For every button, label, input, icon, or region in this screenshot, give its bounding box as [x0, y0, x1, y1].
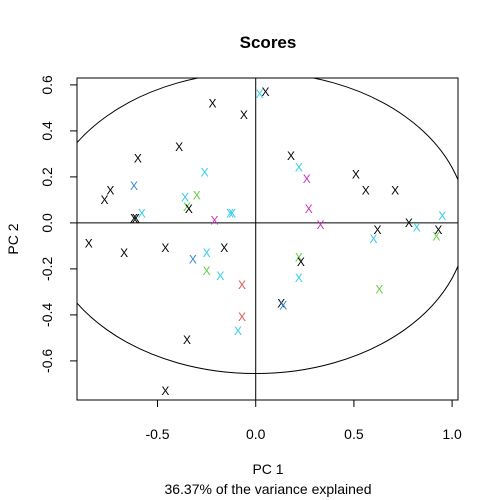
data-point: X	[238, 310, 246, 324]
plot-frame	[77, 78, 458, 400]
data-point: X	[317, 218, 325, 232]
data-point: X	[175, 140, 183, 154]
chart-title: Scores	[240, 33, 297, 52]
y-axis-label: PC 2	[5, 223, 21, 254]
data-point: X	[234, 324, 242, 338]
data-point: X	[100, 193, 108, 207]
data-point: X	[432, 230, 440, 244]
data-point: X	[183, 333, 191, 347]
data-point: X	[305, 202, 313, 216]
data-point: X	[161, 241, 169, 255]
data-point: X	[375, 283, 383, 297]
data-point: X	[238, 278, 246, 292]
data-point: X	[134, 152, 142, 166]
x-tick-label: 1.0	[442, 426, 462, 442]
data-point: X	[132, 211, 140, 225]
x-axis: -0.5 0.0 0.5 1.0	[145, 400, 462, 442]
data-point: X	[161, 384, 169, 398]
data-point: X	[405, 216, 413, 230]
x-tick-label: 0.0	[246, 426, 266, 442]
y-tick-label: -0.6	[39, 349, 55, 373]
y-axis: -0.6 -0.4 -0.2 0.0 0.2 0.4 0.6	[39, 75, 77, 373]
data-point: X	[352, 168, 360, 182]
data-point: X	[203, 246, 211, 260]
data-point: X	[185, 202, 193, 216]
data-point: X	[297, 255, 305, 269]
data-point: X	[362, 184, 370, 198]
data-point: X	[391, 184, 399, 198]
data-point: X	[203, 264, 211, 278]
data-point: X	[228, 207, 236, 221]
y-tick-label: 0.0	[39, 213, 55, 233]
data-point: X	[303, 172, 311, 186]
data-point: X	[295, 271, 303, 285]
data-point: X	[279, 299, 287, 313]
y-tick-label: 0.6	[39, 75, 55, 95]
data-point: X	[413, 221, 421, 235]
data-point: X	[287, 149, 295, 163]
data-point: X	[216, 269, 224, 283]
data-point: X	[85, 237, 93, 251]
data-point: X	[201, 165, 209, 179]
x-axis-sublabel: 36.37% of the variance explained	[164, 481, 371, 497]
data-point: X	[240, 108, 248, 122]
data-point: X	[295, 161, 303, 175]
data-point: X	[262, 85, 270, 99]
x-axis-label: PC 1	[252, 461, 283, 477]
y-tick-label: -0.2	[39, 257, 55, 281]
x-tick-label: 0.5	[344, 426, 364, 442]
data-point: X	[370, 232, 378, 246]
y-tick-label: 0.4	[39, 121, 55, 141]
y-tick-label: 0.2	[39, 167, 55, 187]
data-point: X	[189, 253, 197, 267]
data-point: X	[120, 246, 128, 260]
data-point: X	[193, 188, 201, 202]
data-point: X	[438, 209, 446, 223]
data-point: X	[209, 96, 217, 110]
data-point: X	[130, 179, 138, 193]
y-tick-label: -0.4	[39, 303, 55, 327]
data-point: X	[210, 214, 218, 228]
data-point: X	[220, 241, 228, 255]
x-tick-label: -0.5	[145, 426, 169, 442]
